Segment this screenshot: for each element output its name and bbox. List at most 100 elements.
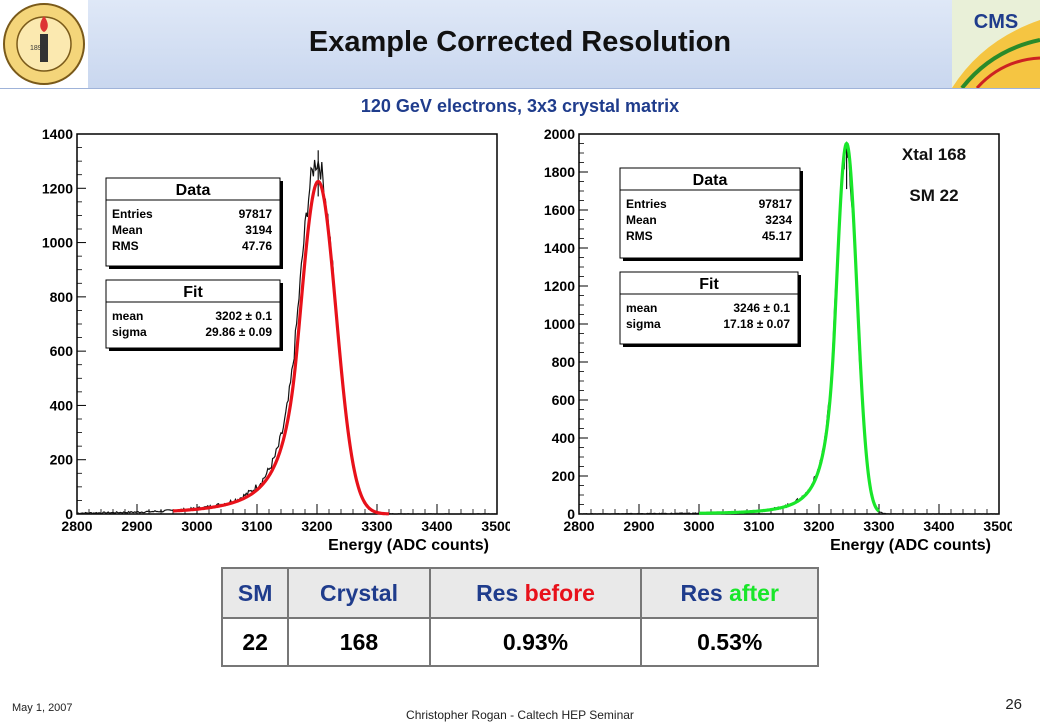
stats-box-label: Mean (626, 213, 657, 227)
y-tick-label: 0 (567, 506, 575, 522)
cell-res-before: 0.93% (428, 617, 643, 667)
header-crystal: Crystal (287, 567, 431, 619)
header-before-word: before (524, 579, 595, 606)
fit-box-label: sigma (112, 325, 147, 339)
fit-curve-series (699, 141, 881, 515)
header-res-word: Res (680, 579, 723, 606)
stats-box-value: 3194 (245, 223, 272, 237)
stats-box-label: Mean (112, 223, 143, 237)
x-tick-label: 3100 (241, 518, 272, 534)
right-histogram-chart: 0 200 400 600 800 1000 1200 1400 1600 1800 2000 280… (544, 126, 1015, 554)
y-tick-label: 1000 (544, 316, 575, 332)
cms-logo-icon: CMS (952, 0, 1040, 90)
left-histogram-chart: 0 200 400 600 800 1000 1200 1400 2800 2900 3000 310… (42, 126, 513, 554)
fit-box-value: 29.86 ± 0.09 (205, 325, 272, 339)
y-tick-label: 800 (50, 289, 74, 305)
x-tick-label: 3400 (923, 518, 954, 534)
y-tick-label: 2000 (544, 128, 575, 142)
right-histogram-panel: 0 200 400 600 800 1000 1200 1400 1600 1800 2000 280… (522, 126, 1015, 565)
footer-date: May 1, 2007 (12, 702, 73, 714)
table-row: 22 168 0.93% 0.53% (220, 617, 819, 667)
y-tick-label: 200 (552, 468, 576, 484)
x-tick-label: 3100 (743, 518, 774, 534)
x-tick-label: 2800 (61, 518, 92, 534)
y-tick-label: 1200 (544, 278, 575, 294)
x-axis-label: Energy (ADC counts) (830, 537, 991, 554)
y-tick-label: 1400 (544, 240, 575, 256)
stats-box-frame (105, 177, 281, 267)
header-after-word: after (729, 579, 779, 606)
sm-label: SM 22 (909, 186, 959, 205)
left-histogram-panel: 0 200 400 600 800 1000 1200 1400 2800 2900 3000 310… (20, 126, 513, 565)
y-tick-label: 1000 (42, 235, 73, 251)
y-tick-label: 0 (65, 506, 73, 522)
svg-text:1891: 1891 (30, 45, 46, 52)
stats-box-value: 97817 (759, 197, 793, 211)
stats-box-label: Entries (112, 207, 153, 221)
fit-box-label: mean (626, 301, 657, 315)
stats-box: Data Entries 97817 Mean 3194 RMS 47.76 (105, 177, 283, 269)
fit-box: Fit mean 3246 ± 0.1 sigma 17.18 ± 0.07 (619, 271, 801, 347)
xtal-label: Xtal 168 (901, 145, 967, 164)
stats-box-value: 47.76 (242, 239, 272, 253)
header-sm: SM (220, 567, 290, 619)
y-tick-label: 600 (50, 343, 74, 359)
cms-logo-text: CMS (974, 11, 1018, 33)
y-tick-label: 1600 (544, 202, 575, 218)
x-tick-label: 3300 (361, 518, 392, 534)
header-res-before: Res before (428, 567, 643, 619)
caltech-seal-icon: 1891 (0, 0, 88, 88)
cell-res-after: 0.53% (640, 617, 819, 667)
y-tick-label: 800 (552, 354, 576, 370)
y-tick-label: 400 (552, 430, 576, 446)
fit-box-value: 17.18 ± 0.07 (723, 317, 790, 331)
y-tick-label: 1400 (42, 128, 73, 142)
cell-crystal: 168 (287, 617, 431, 667)
x-tick-label: 3200 (803, 518, 834, 534)
x-tick-label: 3000 (181, 518, 212, 534)
stats-box-value: 3234 (765, 213, 792, 227)
header-res-after: Res after (640, 567, 819, 619)
stats-box-label: RMS (112, 239, 139, 253)
x-tick-label: 2800 (563, 518, 594, 534)
fit-box-label: mean (112, 309, 143, 323)
fit-curve-series (172, 179, 390, 516)
y-tick-label: 200 (50, 452, 74, 468)
fit-box-title: Fit (699, 276, 719, 293)
data-histogram-series (76, 159, 497, 515)
x-tick-label: 3500 (983, 518, 1012, 534)
y-tick-label: 400 (50, 397, 74, 413)
cell-sm: 22 (220, 617, 290, 667)
fit-box-frame (619, 271, 799, 345)
x-tick-label: 3200 (301, 518, 332, 534)
fit-box-frame (105, 279, 281, 349)
x-tick-label: 2900 (623, 518, 654, 534)
fit-box-value: 3246 ± 0.1 (733, 301, 790, 315)
slide-title: Example Corrected Resolution (308, 26, 732, 58)
x-tick-label: 3500 (481, 518, 510, 534)
slide-subtitle: 120 GeV electrons, 3x3 crystal matrix (360, 96, 680, 116)
x-axis-label: Energy (ADC counts) (328, 537, 489, 554)
x-tick-label: 3000 (683, 518, 714, 534)
stats-box-title: Data (176, 182, 211, 199)
y-tick-label: 1800 (544, 164, 575, 180)
stats-box-label: Entries (626, 197, 667, 211)
y-tick-label: 1200 (42, 180, 73, 196)
fit-box-title: Fit (183, 284, 203, 301)
footer-speaker: Christopher Rogan - Caltech HEP Seminar (406, 708, 634, 722)
stats-box: Data Entries 97817 Mean 3234 RMS 45.17 (619, 167, 803, 261)
page-number: 26 (1005, 696, 1022, 713)
y-tick-label: 600 (552, 392, 576, 408)
table-header-row: SM Crystal Res before Res after (220, 567, 819, 619)
x-tick-label: 2900 (121, 518, 152, 534)
fit-box: Fit mean 3202 ± 0.1 sigma 29.86 ± 0.09 (105, 279, 283, 351)
slide-header: 1891 Example Corrected Resolution CMS (0, 0, 1040, 90)
resolution-table: SM Crystal Res before Res after 22 168 0… (220, 567, 819, 667)
stats-box-frame (619, 167, 801, 259)
fit-box-value: 3202 ± 0.1 (215, 309, 272, 323)
header-res-word: Res (476, 579, 519, 606)
stats-box-label: RMS (626, 229, 653, 243)
x-tick-label: 3300 (863, 518, 894, 534)
fit-box-label: sigma (626, 317, 661, 331)
stats-box-value: 97817 (239, 207, 273, 221)
